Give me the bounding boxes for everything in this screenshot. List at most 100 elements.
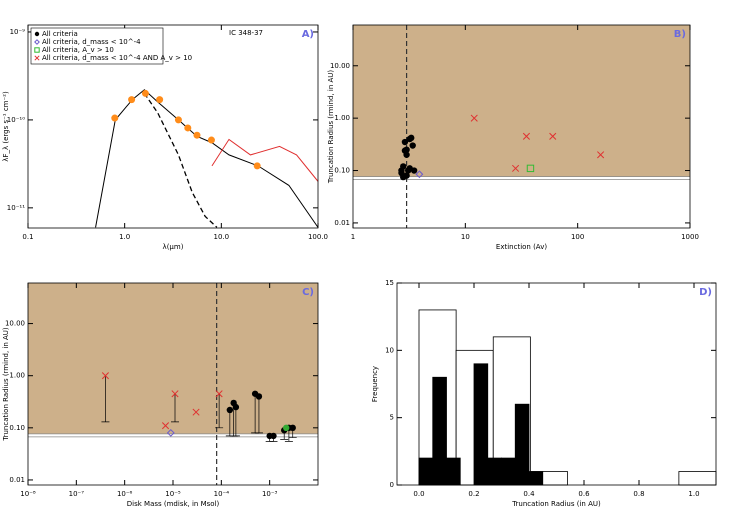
point	[232, 403, 240, 411]
point	[141, 89, 149, 97]
y-axis-label: λF_λ (ergs s⁻¹ cm⁻²)	[2, 91, 10, 162]
point	[283, 424, 290, 432]
plot-frame	[352, 24, 691, 229]
x-tick-label: 10⁻⁴	[214, 490, 230, 498]
point	[101, 372, 109, 380]
error-bar	[101, 375, 110, 423]
hist-bar	[487, 457, 502, 486]
line	[211, 138, 319, 182]
x-tick-label: 0.1	[22, 233, 33, 241]
panel-label: D)	[699, 287, 712, 298]
point	[255, 393, 263, 400]
y-tick-label: 0.10	[334, 167, 350, 175]
point	[215, 390, 223, 398]
y-tick-label: 0.01	[334, 219, 350, 227]
y-tick-label: 10⁻⁹	[10, 28, 26, 36]
plot-frame	[27, 24, 319, 229]
point	[184, 124, 192, 132]
point	[34, 55, 40, 61]
hist-bar	[678, 471, 717, 486]
point	[270, 432, 277, 440]
x-tick-label: 0.4	[523, 490, 535, 498]
point	[174, 116, 182, 124]
point	[226, 406, 234, 414]
panel-label: A)	[302, 29, 314, 40]
y-axis-label: Truncation Radius (rmind, in AU)	[2, 327, 10, 442]
line	[95, 89, 319, 228]
x-tick-label: 10⁻⁵	[165, 490, 181, 498]
y-axis-label: Frequency	[371, 366, 379, 402]
point	[156, 96, 164, 104]
plot-frame	[27, 282, 319, 486]
point	[512, 164, 520, 172]
y-tick-label: 10⁻¹¹	[7, 204, 25, 212]
legend-box	[30, 27, 164, 65]
x-tick-label: 1.0	[688, 490, 699, 498]
x-tick-label: 100	[571, 233, 584, 241]
legend-label: All criteria, d_mass < 10^-4 AND A_v > 1…	[42, 54, 192, 62]
x-tick-label: 0.8	[633, 490, 644, 498]
point	[415, 170, 424, 179]
panel-label: B)	[674, 29, 686, 40]
hist-bar	[514, 403, 530, 486]
point	[400, 163, 407, 170]
y-tick-label: 10.00	[330, 62, 350, 70]
x-axis-label: Truncation Radius (in AU)	[511, 500, 601, 508]
y-tick-label: 0	[390, 481, 394, 489]
x-tick-label: 0.6	[578, 490, 590, 498]
point	[128, 96, 136, 104]
error-bar	[171, 393, 180, 423]
hist-bar	[528, 471, 544, 486]
x-tick-label: 100.0	[308, 233, 328, 241]
point	[34, 31, 40, 37]
point	[193, 131, 201, 139]
shaded-region	[28, 283, 318, 434]
hist-bar	[418, 457, 434, 486]
point	[410, 167, 418, 174]
legend-label: All criteria, A_v > 10	[42, 46, 114, 54]
point	[597, 151, 605, 159]
error-bar	[215, 393, 224, 429]
hist-bar	[501, 457, 516, 486]
hist-bar	[432, 376, 447, 486]
panel-label: C)	[302, 287, 314, 298]
error-bar	[231, 407, 240, 437]
x-axis-label: λ(μm)	[163, 243, 184, 251]
y-tick-label: 10	[385, 346, 394, 354]
x-axis-label: Disk Mass (mdisk, in Msol)	[127, 500, 220, 508]
line	[143, 93, 218, 228]
x-tick-label: 10⁻⁸	[20, 490, 36, 498]
point	[403, 146, 410, 153]
hist-bar	[473, 363, 489, 486]
y-tick-label: 1.00	[334, 114, 350, 122]
point	[289, 424, 296, 432]
point	[166, 428, 175, 437]
x-axis-label: Extinction (Av)	[496, 243, 547, 251]
x-tick-label: 10	[461, 233, 470, 241]
point	[161, 422, 170, 430]
x-tick-label: 10⁻⁶	[117, 490, 133, 498]
point	[403, 151, 410, 158]
point	[522, 132, 531, 140]
x-tick-label: 10⁻³	[262, 490, 278, 498]
plot-frame	[396, 282, 717, 486]
legend-label: All criteria	[42, 30, 78, 38]
point	[403, 172, 410, 179]
x-tick-label: 0.0	[413, 490, 424, 498]
point	[171, 390, 179, 398]
point	[470, 114, 478, 122]
point	[401, 138, 409, 146]
y-tick-label: 15	[385, 279, 394, 287]
y-tick-label: 5	[390, 414, 394, 422]
error-bar	[254, 396, 263, 434]
x-tick-label: 1	[351, 233, 355, 241]
y-tick-label: 1.00	[9, 372, 25, 380]
y-tick-label: 10⁻¹⁰	[7, 116, 25, 124]
point	[111, 114, 119, 122]
point	[207, 136, 215, 144]
legend-label: All criteria, d_mass < 10^-4	[42, 38, 141, 46]
x-tick-label: 10.0	[214, 233, 230, 241]
y-tick-label: 10.00	[5, 320, 25, 328]
point	[253, 162, 261, 170]
